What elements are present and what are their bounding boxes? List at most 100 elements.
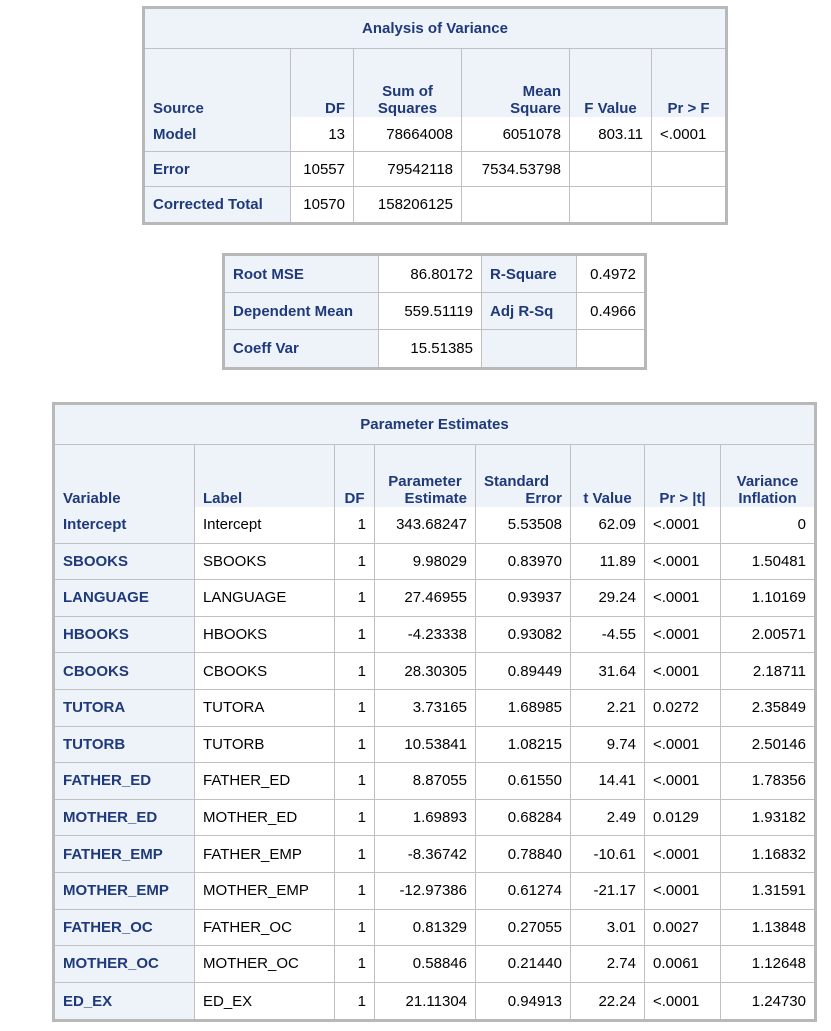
param-stderr-cell: 0.61274 — [476, 872, 571, 910]
anova-f-cell: 803.11 — [570, 117, 652, 152]
param-vif-cell: 1.78356 — [721, 763, 814, 800]
parameter-row: Intercept Intercept 1 343.68247 5.53508 62.09… — [55, 507, 814, 544]
param-stderr-cell: 0.94913 — [476, 982, 571, 1020]
param-t-cell: 11.89 — [571, 543, 645, 581]
param-stderr-cell: 0.78840 — [476, 836, 571, 873]
col-df: DF — [291, 49, 354, 117]
param-estimate-cell: -4.23338 — [375, 616, 476, 654]
param-stderr-cell: 0.93082 — [476, 616, 571, 654]
col-standard-error: Standard Error — [476, 445, 571, 507]
param-variable-cell: FATHER_ED — [55, 763, 195, 800]
param-variable-cell: TUTORB — [55, 726, 195, 764]
fit-label-cell: Dependent Mean — [225, 293, 379, 330]
parameter-row: TUTORA TUTORA 1 3.73165 1.68985 2.21 0.0272 2.3… — [55, 689, 814, 727]
param-stderr-cell: 0.93937 — [476, 580, 571, 617]
anova-table: Analysis of Variance Source DF Sum of Sq… — [142, 6, 728, 225]
param-vif-cell: 2.18711 — [721, 653, 814, 690]
col-parameter-estimate: Parameter Estimate — [375, 445, 476, 507]
param-estimate-cell: 1.69893 — [375, 799, 476, 837]
param-label-cell: MOTHER_OC — [195, 946, 335, 983]
param-t-cell: 31.64 — [571, 653, 645, 690]
fit-value-cell — [577, 330, 644, 367]
parameter-row: CBOOKS CBOOKS 1 28.30305 0.89449 31.64 <.0001 2… — [55, 653, 814, 690]
parameter-row: ED_EX ED_EX 1 21.11304 0.94913 22.24 <.0001 1.2… — [55, 982, 814, 1020]
param-p-cell: <.0001 — [645, 616, 721, 654]
param-stderr-cell: 0.83970 — [476, 543, 571, 581]
param-df-cell: 1 — [335, 982, 375, 1020]
param-label-cell: FATHER_OC — [195, 909, 335, 947]
param-vif-cell: 0 — [721, 507, 814, 544]
param-df-cell: 1 — [335, 763, 375, 800]
col-pr-f: Pr > F — [652, 49, 725, 117]
param-df-cell: 1 — [335, 946, 375, 983]
param-p-cell: <.0001 — [645, 982, 721, 1020]
param-variable-cell: MOTHER_ED — [55, 799, 195, 837]
param-estimate-cell: 10.53841 — [375, 726, 476, 764]
param-t-cell: 29.24 — [571, 580, 645, 617]
param-vif-cell: 1.24730 — [751, 992, 806, 1010]
fit-value-cell: 0.4966 — [577, 293, 644, 330]
fit-value-cell: 86.80172 — [379, 256, 482, 293]
param-label-cell: FATHER_EMP — [195, 836, 335, 873]
param-p-cell: 0.0129 — [645, 799, 721, 837]
fit-label-cell: Coeff Var — [225, 330, 379, 367]
col-mean-square: Mean Square — [462, 49, 570, 117]
param-t-cell: 9.74 — [571, 726, 645, 764]
parameter-row: MOTHER_EMP MOTHER_EMP 1 -12.97386 0.61274 -21… — [55, 872, 814, 910]
anova-row: Error 10557 79542118 7534.53798 — [145, 152, 725, 187]
param-variable-cell: MOTHER_OC — [55, 946, 195, 983]
param-variable-cell: ED_EX — [55, 982, 195, 1020]
anova-row: Corrected Total 10570 158206125 — [145, 187, 725, 222]
param-variable-cell: TUTORA — [55, 689, 195, 727]
param-p-cell: <.0001 — [645, 580, 721, 617]
param-variable-cell: Intercept — [55, 507, 195, 544]
param-estimate-cell: 3.73165 — [375, 689, 476, 727]
param-df-cell: 1 — [335, 507, 375, 544]
param-stderr-cell: 0.21440 — [476, 946, 571, 983]
anova-ms-cell: 7534.53798 — [462, 152, 570, 187]
param-stderr-cell: 5.53508 — [476, 507, 571, 544]
param-p-cell: <.0001 — [645, 872, 721, 910]
anova-source-cell: Corrected Total — [145, 187, 291, 222]
param-t-cell: 2.21 — [571, 689, 645, 727]
param-vif-cell: 1.12648 — [721, 946, 814, 983]
anova-source-cell: Model — [145, 117, 291, 152]
fit-row: Dependent Mean 559.51119 Adj R-Sq 0.4966 — [225, 293, 644, 330]
param-t-cell: -21.17 — [571, 872, 645, 910]
param-df-cell: 1 — [335, 799, 375, 837]
param-vif-cell: 1.10169 — [721, 580, 814, 617]
anova-p-cell: <.0001 — [652, 117, 725, 152]
param-vif-cell: 1.13848 — [721, 910, 814, 947]
fit-statistics-table: Root MSE 86.80172 R-Square 0.4972 Dependent … — [222, 253, 647, 370]
anova-ms-cell: 6051078 — [462, 117, 570, 152]
param-df-cell: 1 — [335, 726, 375, 764]
anova-row: Model 13 78664008 6051078 803.11 <.0001 — [145, 117, 725, 152]
param-t-cell: 3.01 — [571, 909, 645, 947]
param-estimate-cell: -12.97386 — [375, 872, 476, 910]
fit-label-cell: Adj R-Sq — [482, 293, 577, 330]
parameter-row: HBOOKS HBOOKS 1 -4.23338 0.93082 -4.55 <.0001 2… — [55, 616, 814, 654]
parameter-estimates-table: Parameter Estimates Variable Label DF Pa… — [52, 402, 817, 1023]
parameter-row: FATHER_EMP FATHER_EMP 1 -8.36742 0.78840 -10.… — [55, 836, 814, 873]
fit-value-cell: 0.4972 — [577, 256, 644, 293]
param-label-cell: TUTORA — [195, 689, 335, 727]
anova-ms-cell — [462, 187, 570, 222]
param-p-cell: 0.0061 — [645, 946, 721, 983]
fit-label-cell: R-Square — [482, 256, 577, 293]
col-f-value: F Value — [570, 49, 652, 117]
param-t-cell: -4.55 — [571, 616, 645, 654]
anova-ss-cell: 78664008 — [354, 117, 462, 152]
col-param-df: DF — [335, 445, 375, 507]
param-variable-cell: CBOOKS — [55, 653, 195, 690]
anova-p-cell — [652, 187, 725, 222]
param-vif-cell: 2.50146 — [721, 727, 814, 764]
param-label-cell: TUTORB — [195, 726, 335, 764]
param-label-cell: LANGUAGE — [195, 580, 335, 617]
col-source: Source — [145, 49, 291, 117]
param-t-cell: 2.49 — [571, 799, 645, 837]
param-estimate-cell: 28.30305 — [375, 653, 476, 690]
param-label-cell: ED_EX — [195, 982, 335, 1020]
col-sum-of-squares: Sum of Squares — [354, 49, 462, 117]
param-stderr-cell: 0.68284 — [476, 799, 571, 837]
params-title: Parameter Estimates — [55, 405, 814, 445]
